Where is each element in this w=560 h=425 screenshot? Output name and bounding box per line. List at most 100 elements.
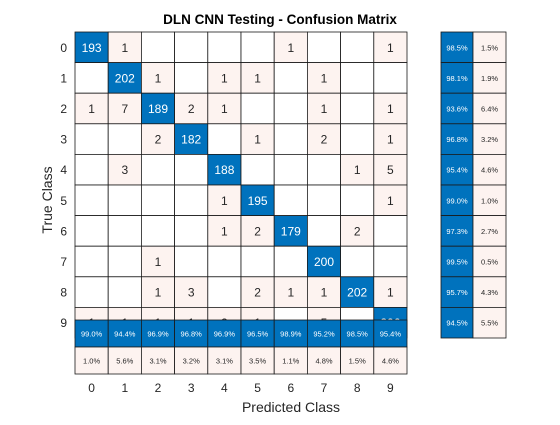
row-summary-incorrect-value: 2.7%: [481, 227, 498, 236]
row-summary-correct-cell: [440, 123, 474, 155]
matrix-cell-value: 1: [254, 133, 261, 147]
matrix-cell: [107, 31, 142, 64]
row-summary-incorrect-value: 0.5%: [481, 258, 498, 267]
column-summary-panel: 99.0% 1.0% 94.4% 5.6% 96.9% 3.1% 96.8% 3.2% 96.9…: [74, 319, 408, 375]
matrix-cell: [340, 31, 375, 64]
matrix-cell: [140, 31, 175, 64]
column-summary-incorrect-cell: [174, 346, 209, 375]
row-summary-incorrect-cell: [472, 31, 507, 64]
matrix-cell: [273, 92, 308, 125]
y-tick-label: 0: [60, 41, 67, 55]
matrix-cell: [373, 215, 408, 247]
matrix-cell: [273, 123, 308, 155]
matrix-cell-value: 2: [155, 133, 162, 147]
row-summary-correct-value: 99.0%: [446, 196, 468, 205]
matrix-cell-value: 202: [115, 71, 135, 85]
matrix-cell-value: 1: [287, 41, 294, 55]
column-summary-correct-value: 96.9%: [147, 330, 169, 339]
column-summary-correct-cell: [273, 319, 308, 348]
axis-tick-labels: 0 0 1 1 2 2 3 3 4 4 5 5 6 6 7 7 8 8 9 9: [60, 41, 394, 395]
matrix-cell: [306, 31, 341, 64]
column-summary-incorrect-cell: [373, 346, 408, 375]
matrix-cell-value: 5: [387, 163, 394, 177]
x-tick-label: 6: [287, 381, 294, 395]
matrix-cell: [240, 153, 275, 186]
matrix-cell: [174, 123, 209, 155]
row-summary-correct-cell: [440, 62, 474, 94]
matrix-cell: [174, 215, 209, 247]
row-summary-incorrect-value: 4.6%: [481, 166, 498, 175]
matrix-cell: [240, 184, 275, 217]
column-summary-incorrect-cell: [140, 346, 175, 375]
matrix-cell-value: 2: [354, 224, 361, 238]
column-summary-correct-value: 96.5%: [247, 330, 269, 339]
row-summary-incorrect-value: 6.4%: [481, 105, 498, 114]
matrix-cell: [140, 215, 175, 247]
matrix-cell-value: 1: [88, 102, 95, 116]
x-tick-label: 3: [188, 381, 195, 395]
matrix-cell: [140, 62, 175, 94]
row-summary-correct-value: 98.1%: [446, 74, 468, 83]
column-summary-correct-value: 99.0%: [81, 330, 103, 339]
x-tick-label: 5: [254, 381, 261, 395]
matrix-cell-value: 188: [214, 163, 234, 177]
matrix-cell-value: 7: [121, 102, 128, 116]
matrix-cell-value: 1: [321, 286, 328, 300]
matrix-cell: [306, 123, 341, 155]
row-summary-incorrect-value: 1.0%: [481, 196, 498, 205]
matrix-cell-value: 1: [387, 286, 394, 300]
matrix-cell: [174, 153, 209, 186]
matrix-cell: [306, 184, 341, 217]
matrix-cell: [107, 276, 142, 308]
row-summary-correct-value: 99.5%: [446, 258, 468, 267]
matrix-cell-value: 1: [387, 194, 394, 208]
matrix-cell: [340, 62, 375, 94]
matrix-cell-value: 1: [155, 71, 162, 85]
x-tick-label: 1: [121, 381, 128, 395]
matrix-cell-value: 3: [188, 286, 195, 300]
matrix-cell: [273, 153, 308, 186]
row-summary-incorrect-cell: [472, 245, 507, 278]
column-summary-correct-value: 94.4%: [114, 330, 136, 339]
matrix-cell: [240, 92, 275, 125]
matrix-cell: [174, 62, 209, 94]
x-tick-label: 9: [387, 381, 394, 395]
column-summary-incorrect-value: 5.6%: [116, 357, 133, 366]
matrix-cell: [174, 276, 209, 308]
matrix-cell: [373, 123, 408, 155]
column-summary-incorrect-value: 3.1%: [216, 357, 233, 366]
matrix-cell: [273, 215, 308, 247]
matrix-cell-value: 1: [387, 41, 394, 55]
column-summary-correct-cell: [107, 319, 142, 348]
row-summary-incorrect-value: 1.9%: [481, 74, 498, 83]
matrix-cell: [373, 92, 408, 125]
matrix-cell-value: 1: [221, 224, 228, 238]
matrix-cell: [74, 215, 109, 247]
y-tick-label: 1: [60, 71, 67, 85]
matrix-cell: [273, 62, 308, 94]
row-summary-correct-value: 95.7%: [446, 288, 468, 297]
row-summary-correct-cell: [440, 306, 474, 339]
x-tick-label: 7: [321, 381, 328, 395]
matrix-cell-value: 1: [221, 102, 228, 116]
matrix-cell: [140, 184, 175, 217]
matrix-cell-value: 2: [321, 133, 328, 147]
matrix-cell: [140, 92, 175, 125]
matrix-cell: [140, 153, 175, 186]
matrix-cell-value: 200: [314, 255, 334, 269]
matrix-cell: [306, 153, 341, 186]
column-summary-correct-value: 98.9%: [280, 330, 302, 339]
column-summary-incorrect-cell: [240, 346, 275, 375]
column-summary-correct-cell: [373, 319, 408, 348]
column-summary-incorrect-value: 3.2%: [183, 357, 200, 366]
row-summary-incorrect-cell: [472, 123, 507, 155]
matrix-cell-value: 1: [354, 163, 361, 177]
y-tick-label: 8: [60, 286, 67, 300]
matrix-cell-value: 189: [148, 102, 168, 116]
row-summary-correct-cell: [440, 184, 474, 217]
matrix-cell: [74, 62, 109, 94]
matrix-cell: [140, 123, 175, 155]
matrix-cell: [240, 276, 275, 308]
matrix-cell: [240, 62, 275, 94]
